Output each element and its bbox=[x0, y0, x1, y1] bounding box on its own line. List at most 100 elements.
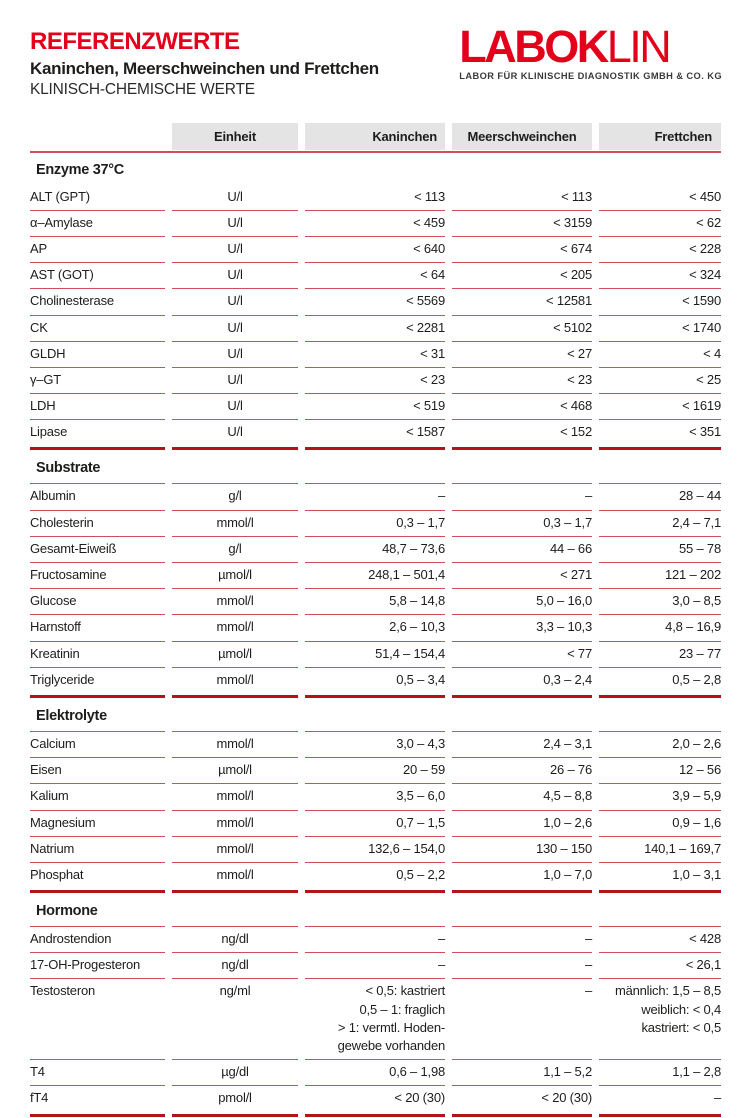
frettchen-value-cell: < 428 bbox=[689, 931, 721, 947]
headings-block: REFERENZWERTE Kaninchen, Meerschweinchen… bbox=[30, 28, 379, 99]
row-divider-segment bbox=[452, 509, 592, 511]
frettchen-value-cell: < 4 bbox=[703, 345, 721, 361]
meerschweinchen-value-cell: 1,0 – 2,6 bbox=[543, 814, 592, 830]
row-divider-segment bbox=[452, 262, 592, 264]
meerschweinchen-value-cell: < 12581 bbox=[546, 293, 592, 309]
row-divider-segment bbox=[452, 393, 592, 395]
row-divider-segment bbox=[305, 535, 445, 537]
kaninchen-value-cell: 0,6 – 1,98 bbox=[389, 1064, 445, 1080]
meerschweinchen-value-cell: < 20 (30) bbox=[541, 1090, 592, 1106]
row-divider-segment bbox=[30, 835, 165, 837]
meerschweinchen-value-cell: 1,0 – 7,0 bbox=[543, 866, 592, 882]
kaninchen-value-cell: < 2281 bbox=[406, 319, 445, 335]
param-name-cell: Triglyceride bbox=[30, 671, 95, 687]
row-divider-segment bbox=[599, 235, 721, 237]
kaninchen-value-cell: < 519 bbox=[413, 398, 445, 414]
row-divider-segment bbox=[172, 861, 298, 863]
row-divider-segment bbox=[305, 809, 445, 811]
param-name-cell: GLDH bbox=[30, 345, 66, 361]
meerschweinchen-value-cell: 3,3 – 10,3 bbox=[536, 619, 592, 635]
row-divider-segment bbox=[305, 588, 445, 590]
row-divider-segment bbox=[452, 366, 592, 368]
column-header-parameter bbox=[30, 123, 165, 150]
frettchen-value-cell: < 1590 bbox=[682, 293, 721, 309]
param-name-cell: Phosphat bbox=[30, 866, 84, 882]
row-divider-segment bbox=[30, 419, 165, 421]
row-divider-segment bbox=[30, 366, 165, 368]
logo-word-bold: LABOK bbox=[459, 21, 609, 72]
unit-cell: U/l bbox=[227, 371, 243, 387]
kaninchen-value-cell: 3,0 – 4,3 bbox=[396, 735, 445, 751]
kaninchen-value-cell: < 640 bbox=[413, 240, 445, 256]
row-divider-segment bbox=[599, 640, 721, 642]
row-divider-segment bbox=[172, 483, 298, 485]
kaninchen-value-cell: 3,5 – 6,0 bbox=[396, 788, 445, 804]
row-divider-segment bbox=[599, 835, 721, 837]
param-name-cell: γ–GT bbox=[30, 371, 61, 387]
row-divider-segment bbox=[30, 262, 165, 264]
row-divider-segment bbox=[599, 535, 721, 537]
kaninchen-value-cell: < 5569 bbox=[406, 293, 445, 309]
row-divider-segment bbox=[599, 809, 721, 811]
unit-cell: pmol/l bbox=[218, 1090, 252, 1106]
row-divider-segment bbox=[599, 588, 721, 590]
section-title-2: Substrate bbox=[36, 460, 101, 477]
unit-cell: g/l bbox=[228, 540, 242, 556]
param-name-cell: LDH bbox=[30, 398, 56, 414]
row-divider-segment bbox=[30, 535, 165, 537]
section-divider-segment bbox=[452, 890, 592, 894]
row-divider-segment bbox=[30, 730, 165, 732]
page-subtitle: Kaninchen, Meerschweinchen und Frettchen bbox=[30, 59, 379, 78]
unit-cell: mmol/l bbox=[216, 788, 254, 804]
row-divider-segment bbox=[599, 209, 721, 211]
row-divider-segment bbox=[172, 926, 298, 928]
kaninchen-value-cell: 132,6 – 154,0 bbox=[368, 840, 445, 856]
kaninchen-value-cell: < 459 bbox=[413, 214, 445, 230]
frettchen-value-cell: 121 – 202 bbox=[664, 567, 721, 583]
row-divider-segment bbox=[305, 926, 445, 928]
row-divider-segment bbox=[452, 614, 592, 616]
meerschweinchen-value-cell: < 23 bbox=[567, 371, 592, 387]
row-divider-segment bbox=[172, 730, 298, 732]
param-name-cell: Kreatinin bbox=[30, 645, 80, 661]
param-name-cell: Androstendion bbox=[30, 931, 112, 947]
row-divider-segment bbox=[30, 562, 165, 564]
row-divider-segment bbox=[452, 809, 592, 811]
section-divider-segment bbox=[599, 890, 721, 894]
param-name-cell: AST (GOT) bbox=[30, 267, 94, 283]
row-divider-segment bbox=[599, 366, 721, 368]
row-divider-segment bbox=[305, 666, 445, 668]
row-divider-segment bbox=[305, 835, 445, 837]
meerschweinchen-value-cell: 1,1 – 5,2 bbox=[543, 1064, 592, 1080]
kaninchen-value-cell: – bbox=[437, 488, 445, 504]
kaninchen-value-cell: 248,1 – 501,4 bbox=[368, 567, 445, 583]
row-divider-segment bbox=[599, 666, 721, 668]
frettchen-value-cell: < 351 bbox=[689, 424, 721, 440]
row-divider-segment bbox=[452, 978, 592, 980]
param-name-cell: Natrium bbox=[30, 840, 75, 856]
frettchen-value-cell: 23 – 77 bbox=[679, 645, 721, 661]
row-divider-segment bbox=[172, 288, 298, 290]
param-name-cell: Eisen bbox=[30, 762, 62, 778]
row-divider-segment bbox=[452, 209, 592, 211]
row-divider-segment bbox=[172, 209, 298, 211]
section-divider-segment bbox=[30, 890, 165, 894]
row-divider-segment bbox=[305, 419, 445, 421]
row-divider-segment bbox=[30, 640, 165, 642]
row-divider-segment bbox=[305, 783, 445, 785]
row-divider-segment bbox=[30, 861, 165, 863]
section-divider-segment bbox=[172, 694, 298, 698]
unit-cell: mmol/l bbox=[216, 735, 254, 751]
frettchen-value-cell: < 1740 bbox=[682, 319, 721, 335]
meerschweinchen-value-cell: – bbox=[584, 931, 592, 947]
unit-cell: U/l bbox=[227, 188, 243, 204]
row-divider-segment bbox=[305, 314, 445, 316]
frettchen-value-cell: 28 – 44 bbox=[679, 488, 721, 504]
section-divider-segment bbox=[30, 447, 165, 451]
row-divider-segment bbox=[599, 419, 721, 421]
column-header-frettchen: Frettchen bbox=[599, 123, 721, 150]
row-divider-segment bbox=[30, 809, 165, 811]
frettchen-value-cell: 0,5 – 2,8 bbox=[672, 671, 721, 687]
param-name-cell: AP bbox=[30, 240, 47, 256]
